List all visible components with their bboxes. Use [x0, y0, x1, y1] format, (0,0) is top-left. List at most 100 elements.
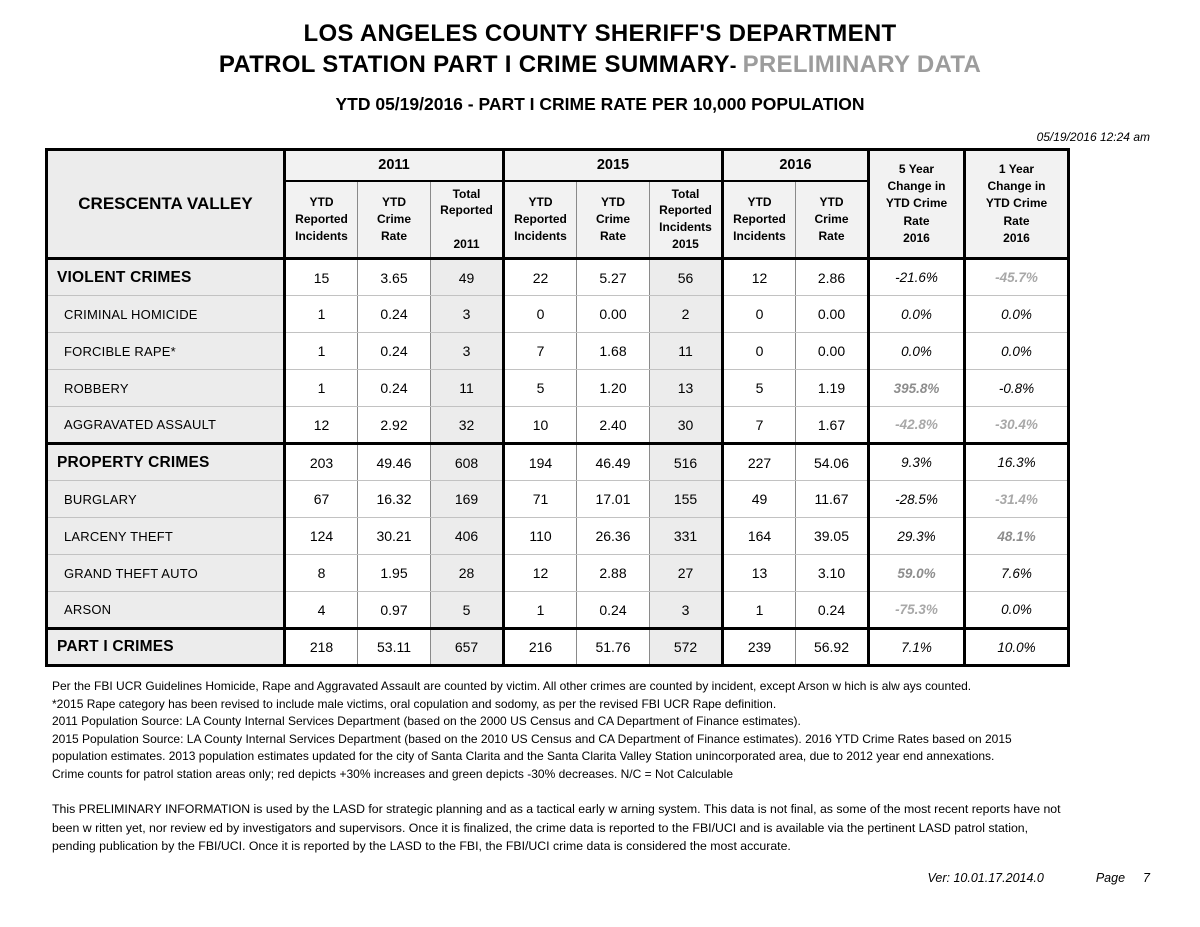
value-cell: 516 [649, 442, 723, 481]
version-label: Ver: 10.01.17.2014.0 [927, 871, 1044, 886]
value-cell: 1.19 [795, 369, 869, 407]
five-year-change-cell: -42.8% [867, 406, 965, 444]
value-cell: 12 [721, 257, 796, 296]
footnote-line: Crime counts for patrol station areas on… [52, 766, 734, 781]
value-cell: 0.24 [357, 295, 431, 333]
value-cell: 0.97 [357, 591, 431, 629]
value-cell: 1.95 [357, 554, 431, 592]
value-cell: 56 [649, 257, 723, 296]
footnote-line: population estimates. 2013 population es… [52, 749, 995, 764]
row-forcible-rape: FORCIBLE RAPE* 1 0.24 3 7 1.68 11 0 0.00 0.0% 0.0% [46, 332, 1069, 370]
row-label: CRIMINAL HOMICIDE [46, 295, 285, 333]
value-cell: 1 [283, 295, 358, 333]
value-cell: 46.49 [576, 442, 650, 481]
column-header: YTD Crime Rate [357, 180, 431, 260]
value-cell: 10 [502, 406, 577, 444]
value-cell: 0.24 [357, 369, 431, 407]
column-header: Total Reported 2011 [430, 180, 504, 260]
row-label: PART I CRIMES [46, 627, 285, 666]
year-group-header: 2015 [502, 149, 723, 182]
value-cell: 53.11 [357, 627, 431, 666]
one-year-change-cell: -31.4% [963, 480, 1069, 518]
generated-timestamp: 05/19/2016 12:24 am [1036, 130, 1150, 144]
value-cell: 49 [430, 257, 504, 296]
value-cell: 3.65 [357, 257, 431, 296]
value-cell: 1.20 [576, 369, 650, 407]
value-cell: 331 [649, 517, 723, 555]
one-year-change-cell: 0.0% [963, 332, 1069, 370]
value-cell: 2 [649, 295, 723, 333]
one-year-change-cell: 7.6% [963, 554, 1069, 592]
five-year-change-header: 5 Year Change in YTD Crime Rate 2016 [867, 149, 965, 260]
footnote-line: Per the FBI UCR Guidelines Homicide, Rap… [52, 679, 972, 693]
five-year-change-cell: 0.0% [867, 332, 965, 370]
value-cell: 124 [283, 517, 358, 555]
row-label: ARSON [46, 591, 285, 629]
value-cell: 71 [502, 480, 577, 518]
value-cell: 16.32 [357, 480, 431, 518]
footnotes: Per the FBI UCR Guidelines Homicide, Rap… [52, 678, 1160, 783]
value-cell: 5.27 [576, 257, 650, 296]
report-subtitle: YTD 05/19/2016 - PART I CRIME RATE PER 1… [335, 94, 865, 114]
value-cell: 1 [721, 591, 796, 629]
report-title-line2-main: PATROL STATION PART I CRIME SUMMARY [218, 51, 730, 78]
page-word: Page [1095, 871, 1126, 886]
value-cell: 155 [649, 480, 723, 518]
one-year-change-cell: 10.0% [963, 627, 1069, 666]
row-property-crimes: PROPERTY CRIMES 203 49.46 608 194 46.49 516 227… [46, 442, 1069, 481]
value-cell: 4 [283, 591, 358, 629]
value-cell: 5 [721, 369, 796, 407]
row-label: FORCIBLE RAPE* [46, 332, 285, 370]
value-cell: 1.68 [576, 332, 650, 370]
five-year-change-cell: 7.1% [867, 627, 965, 666]
value-cell: 1.67 [795, 406, 869, 444]
row-label: GRAND THEFT AUTO [46, 554, 285, 592]
row-robbery: ROBBERY 1 0.24 11 5 1.20 13 5 1.19 395.8% -0.8% [46, 369, 1069, 407]
preliminary-data-label: PRELIMINARY DATA [742, 51, 982, 78]
year-group-header: 2016 [721, 149, 869, 182]
row-burglary: BURGLARY 67 16.32 169 71 17.01 155 49 11.67 -28.5… [46, 480, 1069, 518]
five-year-change-cell: 59.0% [867, 554, 965, 592]
value-cell: 11 [430, 369, 504, 407]
value-cell: 17.01 [576, 480, 650, 518]
row-label: AGGRAVATED ASSAULT [46, 406, 285, 444]
one-year-change-cell: -45.7% [963, 257, 1069, 296]
value-cell: 12 [283, 406, 358, 444]
value-cell: 11 [649, 332, 723, 370]
value-cell: 216 [502, 627, 577, 666]
disclaimer-line: pending publication by the FBI/UCI. Once… [52, 838, 791, 853]
value-cell: 3 [430, 332, 504, 370]
column-header: YTD Reported Incidents [721, 180, 796, 260]
value-cell: 51.76 [576, 627, 650, 666]
page-footer: Ver: 10.01.17.2014.0 Page 7 [0, 871, 1200, 885]
value-cell: 56.92 [795, 627, 869, 666]
column-header: YTD Crime Rate [795, 180, 869, 260]
value-cell: 49.46 [357, 442, 431, 481]
value-cell: 49 [721, 480, 796, 518]
value-cell: 164 [721, 517, 796, 555]
value-cell: 169 [430, 480, 504, 518]
value-cell: 28 [430, 554, 504, 592]
value-cell: 30 [649, 406, 723, 444]
value-cell: 0.00 [795, 332, 869, 370]
value-cell: 2.88 [576, 554, 650, 592]
one-year-change-cell: -30.4% [963, 406, 1069, 444]
five-year-change-cell: 29.3% [867, 517, 965, 555]
five-year-change-cell: 395.8% [867, 369, 965, 407]
value-cell: 3.10 [795, 554, 869, 592]
one-year-change-cell: 16.3% [963, 442, 1069, 481]
value-cell: 22 [502, 257, 577, 296]
value-cell: 0.00 [795, 295, 869, 333]
column-header: YTD Reported Incidents [283, 180, 358, 260]
one-year-change-cell: 0.0% [963, 591, 1069, 629]
row-larceny-theft: LARCENY THEFT 124 30.21 406 110 26.36 331 164 39… [46, 517, 1069, 555]
value-cell: 8 [283, 554, 358, 592]
report-title-line1: LOS ANGELES COUNTY SHERIFF'S DEPARTMENT [303, 20, 897, 47]
value-cell: 12 [502, 554, 577, 592]
row-criminal-homicide: CRIMINAL HOMICIDE 1 0.24 3 0 0.00 2 0 0.00 0.0% 0.… [46, 295, 1069, 333]
report-title-line2: PATROL STATION PART I CRIME SUMMARY- PRE… [0, 51, 1200, 79]
five-year-change-cell: -75.3% [867, 591, 965, 629]
value-cell: 0 [721, 332, 796, 370]
value-cell: 3 [430, 295, 504, 333]
row-arson: ARSON 4 0.97 5 1 0.24 3 1 0.24 -75.3% 0.0% [46, 591, 1069, 629]
